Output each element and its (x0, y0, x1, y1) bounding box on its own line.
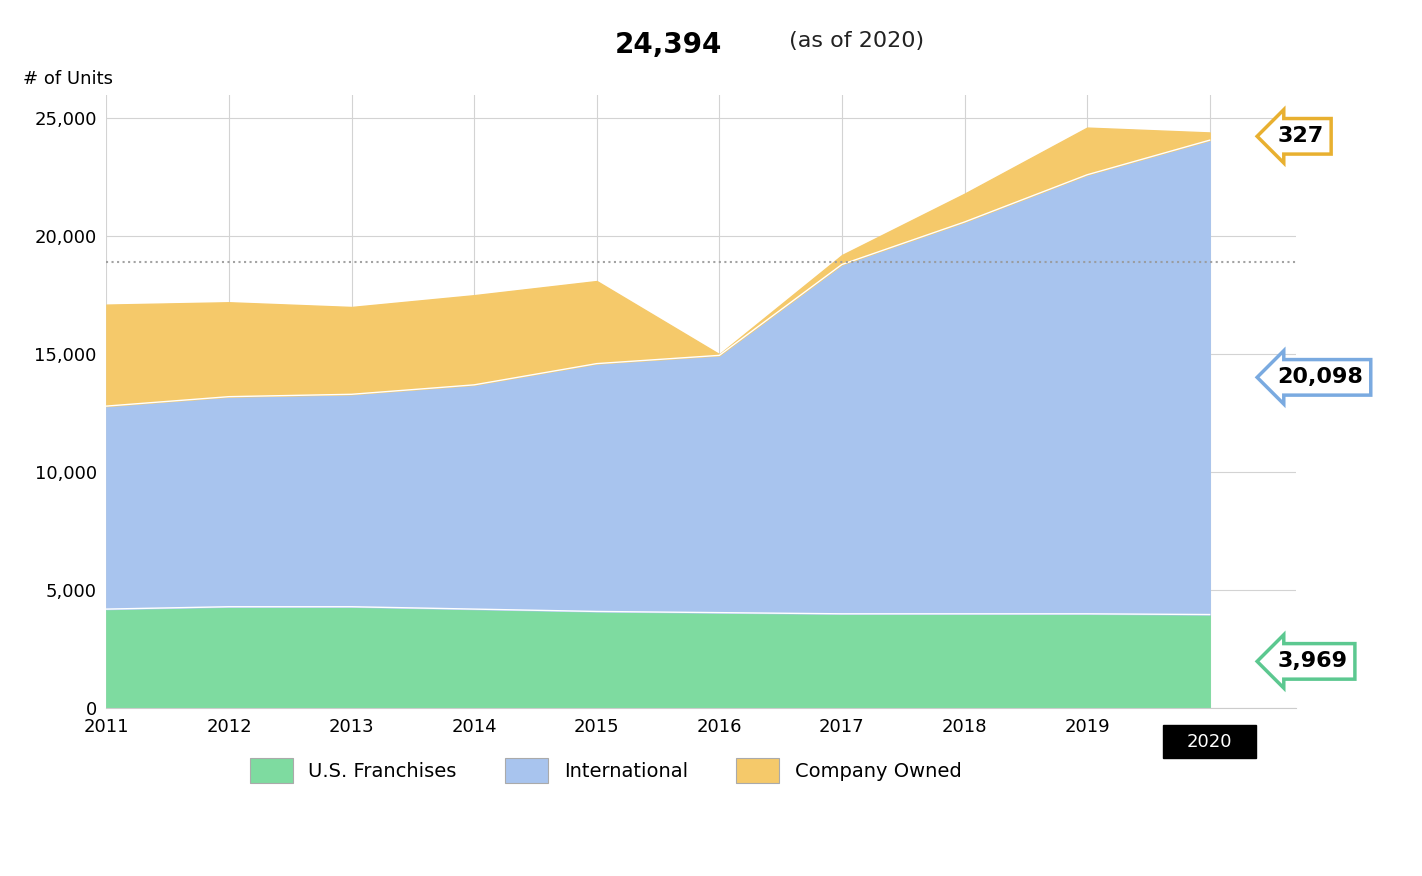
FancyBboxPatch shape (1163, 724, 1256, 758)
Text: 3,969: 3,969 (1277, 652, 1347, 671)
Text: 327: 327 (1277, 126, 1324, 146)
Text: 2020: 2020 (1187, 733, 1233, 752)
Legend: U.S. Franchises, International, Company Owned: U.S. Franchises, International, Company … (242, 750, 970, 790)
Text: (as of 2020): (as of 2020) (782, 31, 924, 51)
Text: # of Units: # of Units (23, 70, 114, 88)
Text: 20,098: 20,098 (1277, 367, 1364, 387)
Text: 24,394: 24,394 (614, 31, 722, 59)
